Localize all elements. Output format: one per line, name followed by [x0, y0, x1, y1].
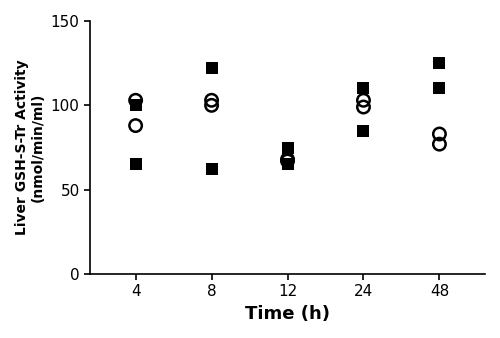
- Point: [284, 145, 292, 150]
- Point: [132, 98, 140, 103]
- Point: [436, 86, 444, 91]
- X-axis label: Time (h): Time (h): [245, 305, 330, 323]
- Point: [208, 66, 216, 71]
- Point: [132, 123, 140, 128]
- Point: [284, 158, 292, 164]
- Point: [436, 61, 444, 66]
- Point: [208, 167, 216, 172]
- Point: [360, 86, 368, 91]
- Point: [208, 103, 216, 108]
- Point: [132, 162, 140, 167]
- Point: [436, 141, 444, 147]
- Point: [360, 104, 368, 110]
- Point: [208, 98, 216, 103]
- Point: [132, 103, 140, 108]
- Point: [436, 131, 444, 137]
- Point: [360, 98, 368, 103]
- Point: [284, 156, 292, 162]
- Y-axis label: Liver GSH-S-Tr Activity
(nmol/min/ml): Liver GSH-S-Tr Activity (nmol/min/ml): [15, 60, 45, 235]
- Point: [360, 128, 368, 134]
- Point: [284, 162, 292, 167]
